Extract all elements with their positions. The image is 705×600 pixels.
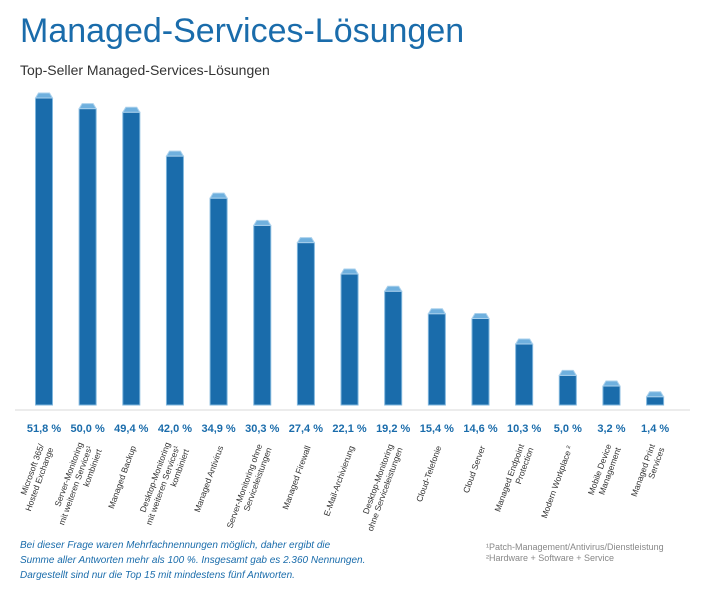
chart-subtitle: Top-Seller Managed-Services-Lösungen bbox=[20, 62, 270, 78]
bar bbox=[558, 374, 577, 406]
bar-group bbox=[471, 312, 490, 406]
bar-group bbox=[514, 338, 534, 406]
value-label: 27,4 % bbox=[289, 423, 323, 435]
x-tick-label: Mobile DeviceManagement bbox=[586, 442, 623, 500]
value-label: 19,2 % bbox=[376, 423, 410, 435]
bar-group bbox=[645, 391, 665, 406]
value-label: 22,1 % bbox=[332, 423, 366, 435]
bar-group bbox=[121, 106, 141, 406]
bar-top bbox=[252, 219, 272, 226]
value-label: 3,2 % bbox=[597, 423, 625, 435]
bar-group bbox=[252, 219, 272, 406]
x-tick-label: Cloud-Telefonie bbox=[414, 444, 444, 503]
x-tick-label: Managed EndpointProtection bbox=[492, 442, 535, 516]
footnote: ¹Patch-Management/Antivirus/Dienstleistu… bbox=[486, 542, 664, 552]
bar bbox=[471, 317, 490, 406]
bar-top bbox=[209, 192, 228, 199]
bar bbox=[296, 242, 315, 406]
bar bbox=[165, 155, 184, 406]
x-tick-label: Managed Firewall bbox=[280, 444, 312, 511]
bar-group bbox=[558, 369, 578, 406]
value-label: 5,0 % bbox=[554, 423, 582, 435]
footnote: ²Hardware + Software + Service bbox=[486, 553, 614, 563]
bar-top bbox=[427, 308, 447, 315]
bar-group bbox=[383, 285, 403, 406]
bar bbox=[209, 197, 228, 406]
bar-group bbox=[209, 192, 228, 406]
value-label: 1,4 % bbox=[641, 423, 669, 435]
bar-top bbox=[121, 106, 141, 113]
x-tick-label: Server-Monitoringmit weiteren Services¹k… bbox=[47, 440, 104, 529]
value-label: 34,9 % bbox=[201, 423, 235, 435]
bar-group bbox=[165, 150, 185, 406]
bar-top bbox=[514, 338, 534, 345]
bar bbox=[384, 290, 403, 406]
value-label: 42,0 % bbox=[158, 423, 192, 435]
bar-top bbox=[296, 237, 316, 244]
bar-group bbox=[602, 380, 621, 406]
bar-top bbox=[165, 150, 185, 157]
bar-group bbox=[340, 268, 359, 406]
x-tick-label: Managed PrintServices bbox=[629, 442, 667, 501]
bar-top bbox=[340, 268, 359, 275]
bar bbox=[35, 97, 53, 406]
bar bbox=[78, 108, 97, 406]
bar-top bbox=[383, 285, 403, 292]
chart-title: Managed-Services-Lösungen bbox=[20, 12, 464, 50]
bar-group bbox=[34, 92, 54, 406]
bar-top bbox=[471, 312, 490, 319]
bar-top bbox=[602, 380, 621, 387]
bar bbox=[253, 224, 272, 406]
bar bbox=[427, 313, 446, 406]
x-tick-label: Managed Antivirus bbox=[192, 444, 225, 513]
bar-group bbox=[78, 103, 98, 406]
x-tick-label: Modern Workplace ² bbox=[539, 444, 575, 519]
bar-group bbox=[296, 237, 316, 406]
value-label: 15,4 % bbox=[420, 423, 454, 435]
bar-top bbox=[558, 369, 578, 376]
value-label: 49,4 % bbox=[114, 423, 148, 435]
bar-group bbox=[427, 308, 447, 406]
value-label: 14,6 % bbox=[463, 423, 497, 435]
bar bbox=[122, 111, 141, 406]
x-tick-label: Desktop-Monitoringohne Serviceleistungen bbox=[356, 442, 405, 532]
bar bbox=[340, 273, 359, 406]
x-tick-label: Managed Backup bbox=[106, 444, 138, 510]
value-label: 30,3 % bbox=[245, 423, 279, 435]
x-tick-label: Server-Monitoring ohneServiceleistungen bbox=[224, 442, 273, 533]
bar bbox=[515, 343, 534, 406]
x-tick-label: Cloud Server bbox=[461, 444, 487, 494]
bar-top bbox=[645, 391, 665, 398]
value-label: 50,0 % bbox=[71, 423, 105, 435]
value-label: 10,3 % bbox=[507, 423, 541, 435]
bar bbox=[646, 396, 665, 406]
bar bbox=[602, 385, 621, 406]
x-tick-label: Desktop-Monitoringmit weiteren Services¹… bbox=[134, 440, 191, 529]
x-tick-label: Microsoft 365/Hosted Exchange bbox=[14, 442, 56, 512]
value-label: 51,8 % bbox=[27, 423, 61, 435]
x-tick-label: E-Mail-Archivierung bbox=[321, 444, 356, 517]
footnote-note: Bei dieser Frage waren Mehrfachnennungen… bbox=[20, 540, 365, 581]
bar-top bbox=[34, 92, 54, 99]
bar-top bbox=[78, 103, 98, 110]
